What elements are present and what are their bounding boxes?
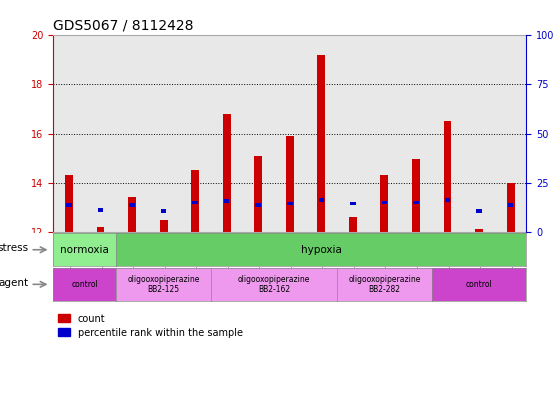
Bar [382, 200, 387, 204]
Bar [224, 199, 230, 203]
Bar [412, 160, 420, 232]
Bar [319, 198, 324, 202]
Bar [254, 156, 262, 232]
Bar [445, 198, 450, 202]
Bar [286, 136, 294, 232]
Bar [223, 114, 231, 232]
Text: oligooxopiperazine
BB2-162: oligooxopiperazine BB2-162 [238, 275, 310, 294]
Legend: count, percentile rank within the sample: count, percentile rank within the sample [58, 314, 242, 338]
Text: normoxia: normoxia [60, 245, 109, 255]
Text: agent: agent [0, 278, 29, 288]
Bar [255, 203, 261, 207]
Bar [413, 200, 419, 204]
Bar [287, 202, 292, 206]
Text: oligooxopiperazine
BB2-125: oligooxopiperazine BB2-125 [128, 275, 200, 294]
Bar [444, 121, 451, 232]
Text: oligooxopiperazine
BB2-282: oligooxopiperazine BB2-282 [348, 275, 421, 294]
Bar [508, 203, 514, 207]
Bar [161, 209, 166, 213]
Text: hypoxia: hypoxia [301, 245, 342, 255]
Bar [129, 203, 135, 207]
Bar [193, 200, 198, 204]
Bar [65, 175, 73, 232]
Bar [66, 203, 72, 207]
Bar [98, 208, 103, 211]
Text: control: control [71, 280, 98, 289]
Bar [96, 227, 105, 232]
Bar [128, 197, 136, 232]
Text: GDS5067 / 8112428: GDS5067 / 8112428 [53, 19, 194, 33]
Bar [160, 220, 167, 232]
Bar [318, 55, 325, 232]
Bar [475, 230, 483, 232]
Text: stress: stress [0, 243, 29, 253]
Bar [350, 202, 356, 206]
Bar [191, 171, 199, 232]
Text: control: control [466, 280, 492, 289]
Bar [380, 175, 389, 232]
Bar [349, 217, 357, 232]
Bar [507, 183, 515, 232]
Bar [477, 209, 482, 213]
